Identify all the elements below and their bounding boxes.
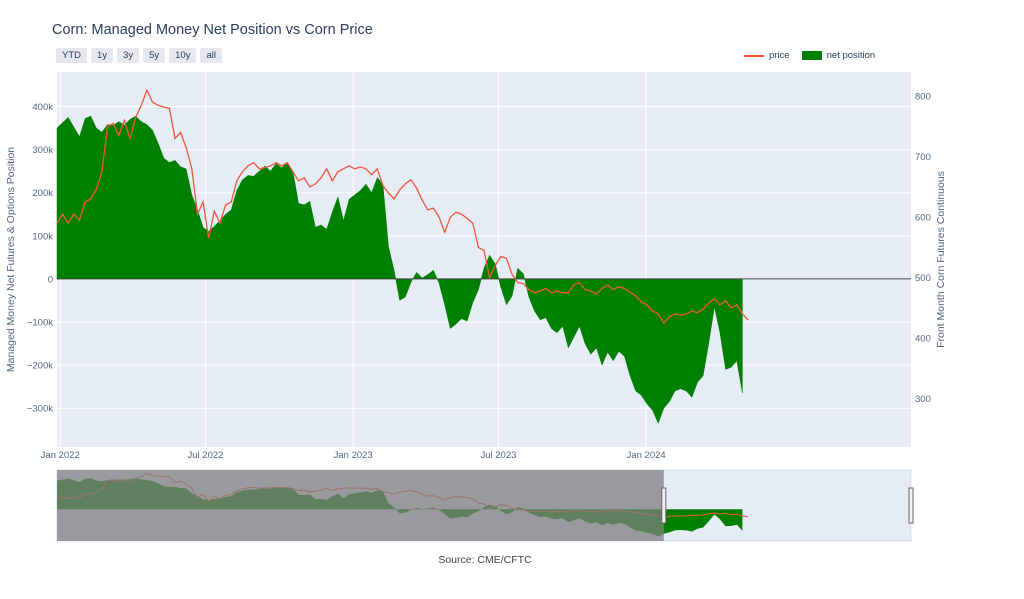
range-slider-left-handle[interactable] xyxy=(661,487,667,524)
x-tick-label: Jan 2023 xyxy=(334,450,373,461)
y1-tick-label: 300k xyxy=(32,145,53,156)
y1-tick-label: −100k xyxy=(27,318,53,329)
x-tick-label: Jul 2023 xyxy=(480,450,516,461)
y1-tick-label: 0 xyxy=(48,274,53,285)
y2-tick-labels: 300 400 500 600 700 800 xyxy=(915,92,931,405)
y2-tick-label: 600 xyxy=(915,213,931,224)
range-button-all[interactable]: all xyxy=(200,48,222,63)
legend-item-net[interactable]: net position xyxy=(801,50,876,61)
y1-tick-labels: −300k −200k −100k 0 100k 200k 300k 400k xyxy=(27,102,53,415)
net-position-swatch xyxy=(801,51,822,60)
legend-label-price: price xyxy=(769,50,790,61)
y1-tick-label: 200k xyxy=(32,188,53,199)
x-tick-label: Jan 2024 xyxy=(627,450,666,461)
range-button-1y[interactable]: 1y xyxy=(91,48,114,63)
chart-title: Corn: Managed Money Net Position vs Corn… xyxy=(52,22,373,38)
y1-tick-label: 400k xyxy=(32,102,53,113)
range-slider-right-handle[interactable] xyxy=(908,487,914,524)
y2-tick-label: 400 xyxy=(915,334,931,345)
source-note: Source: CME/CFTC xyxy=(438,554,532,566)
net-position-area xyxy=(56,115,743,424)
y1-tick-label: −200k xyxy=(27,361,53,372)
range-button-3y[interactable]: 3y xyxy=(117,48,140,63)
y2-tick-label: 500 xyxy=(915,273,931,284)
price-line xyxy=(56,88,749,325)
y2-tick-label: 800 xyxy=(915,92,931,103)
range-button-5y[interactable]: 5y xyxy=(143,48,166,63)
legend-item-price[interactable]: price xyxy=(744,50,790,61)
y1-axis-label: Managed Money Net Futures & Options Posi… xyxy=(5,147,17,372)
legend: price net position xyxy=(744,50,875,61)
range-selector: YTD 1y 3y 5y 10y all xyxy=(56,48,222,63)
range-button-ytd[interactable]: YTD xyxy=(56,48,87,63)
y1-tick-label: 100k xyxy=(32,231,53,242)
x-tick-label: Jan 2022 xyxy=(41,450,80,461)
range-button-10y[interactable]: 10y xyxy=(169,48,197,63)
y2-tick-label: 700 xyxy=(915,152,931,163)
y2-tick-label: 300 xyxy=(915,394,931,405)
range-slider[interactable] xyxy=(56,469,914,542)
y2-axis-label: Front Month Corn Futures Continuous xyxy=(935,171,947,348)
price-swatch xyxy=(744,54,764,57)
x-tick-label: Jul 2022 xyxy=(188,450,224,461)
x-tick-labels: Jan 2022 Jul 2022 Jan 2023 Jul 2023 Jan 2024 xyxy=(41,450,666,461)
range-slider-unselected-mask xyxy=(57,470,664,541)
y1-tick-label: −300k xyxy=(27,404,53,415)
legend-label-net: net position xyxy=(826,50,876,61)
